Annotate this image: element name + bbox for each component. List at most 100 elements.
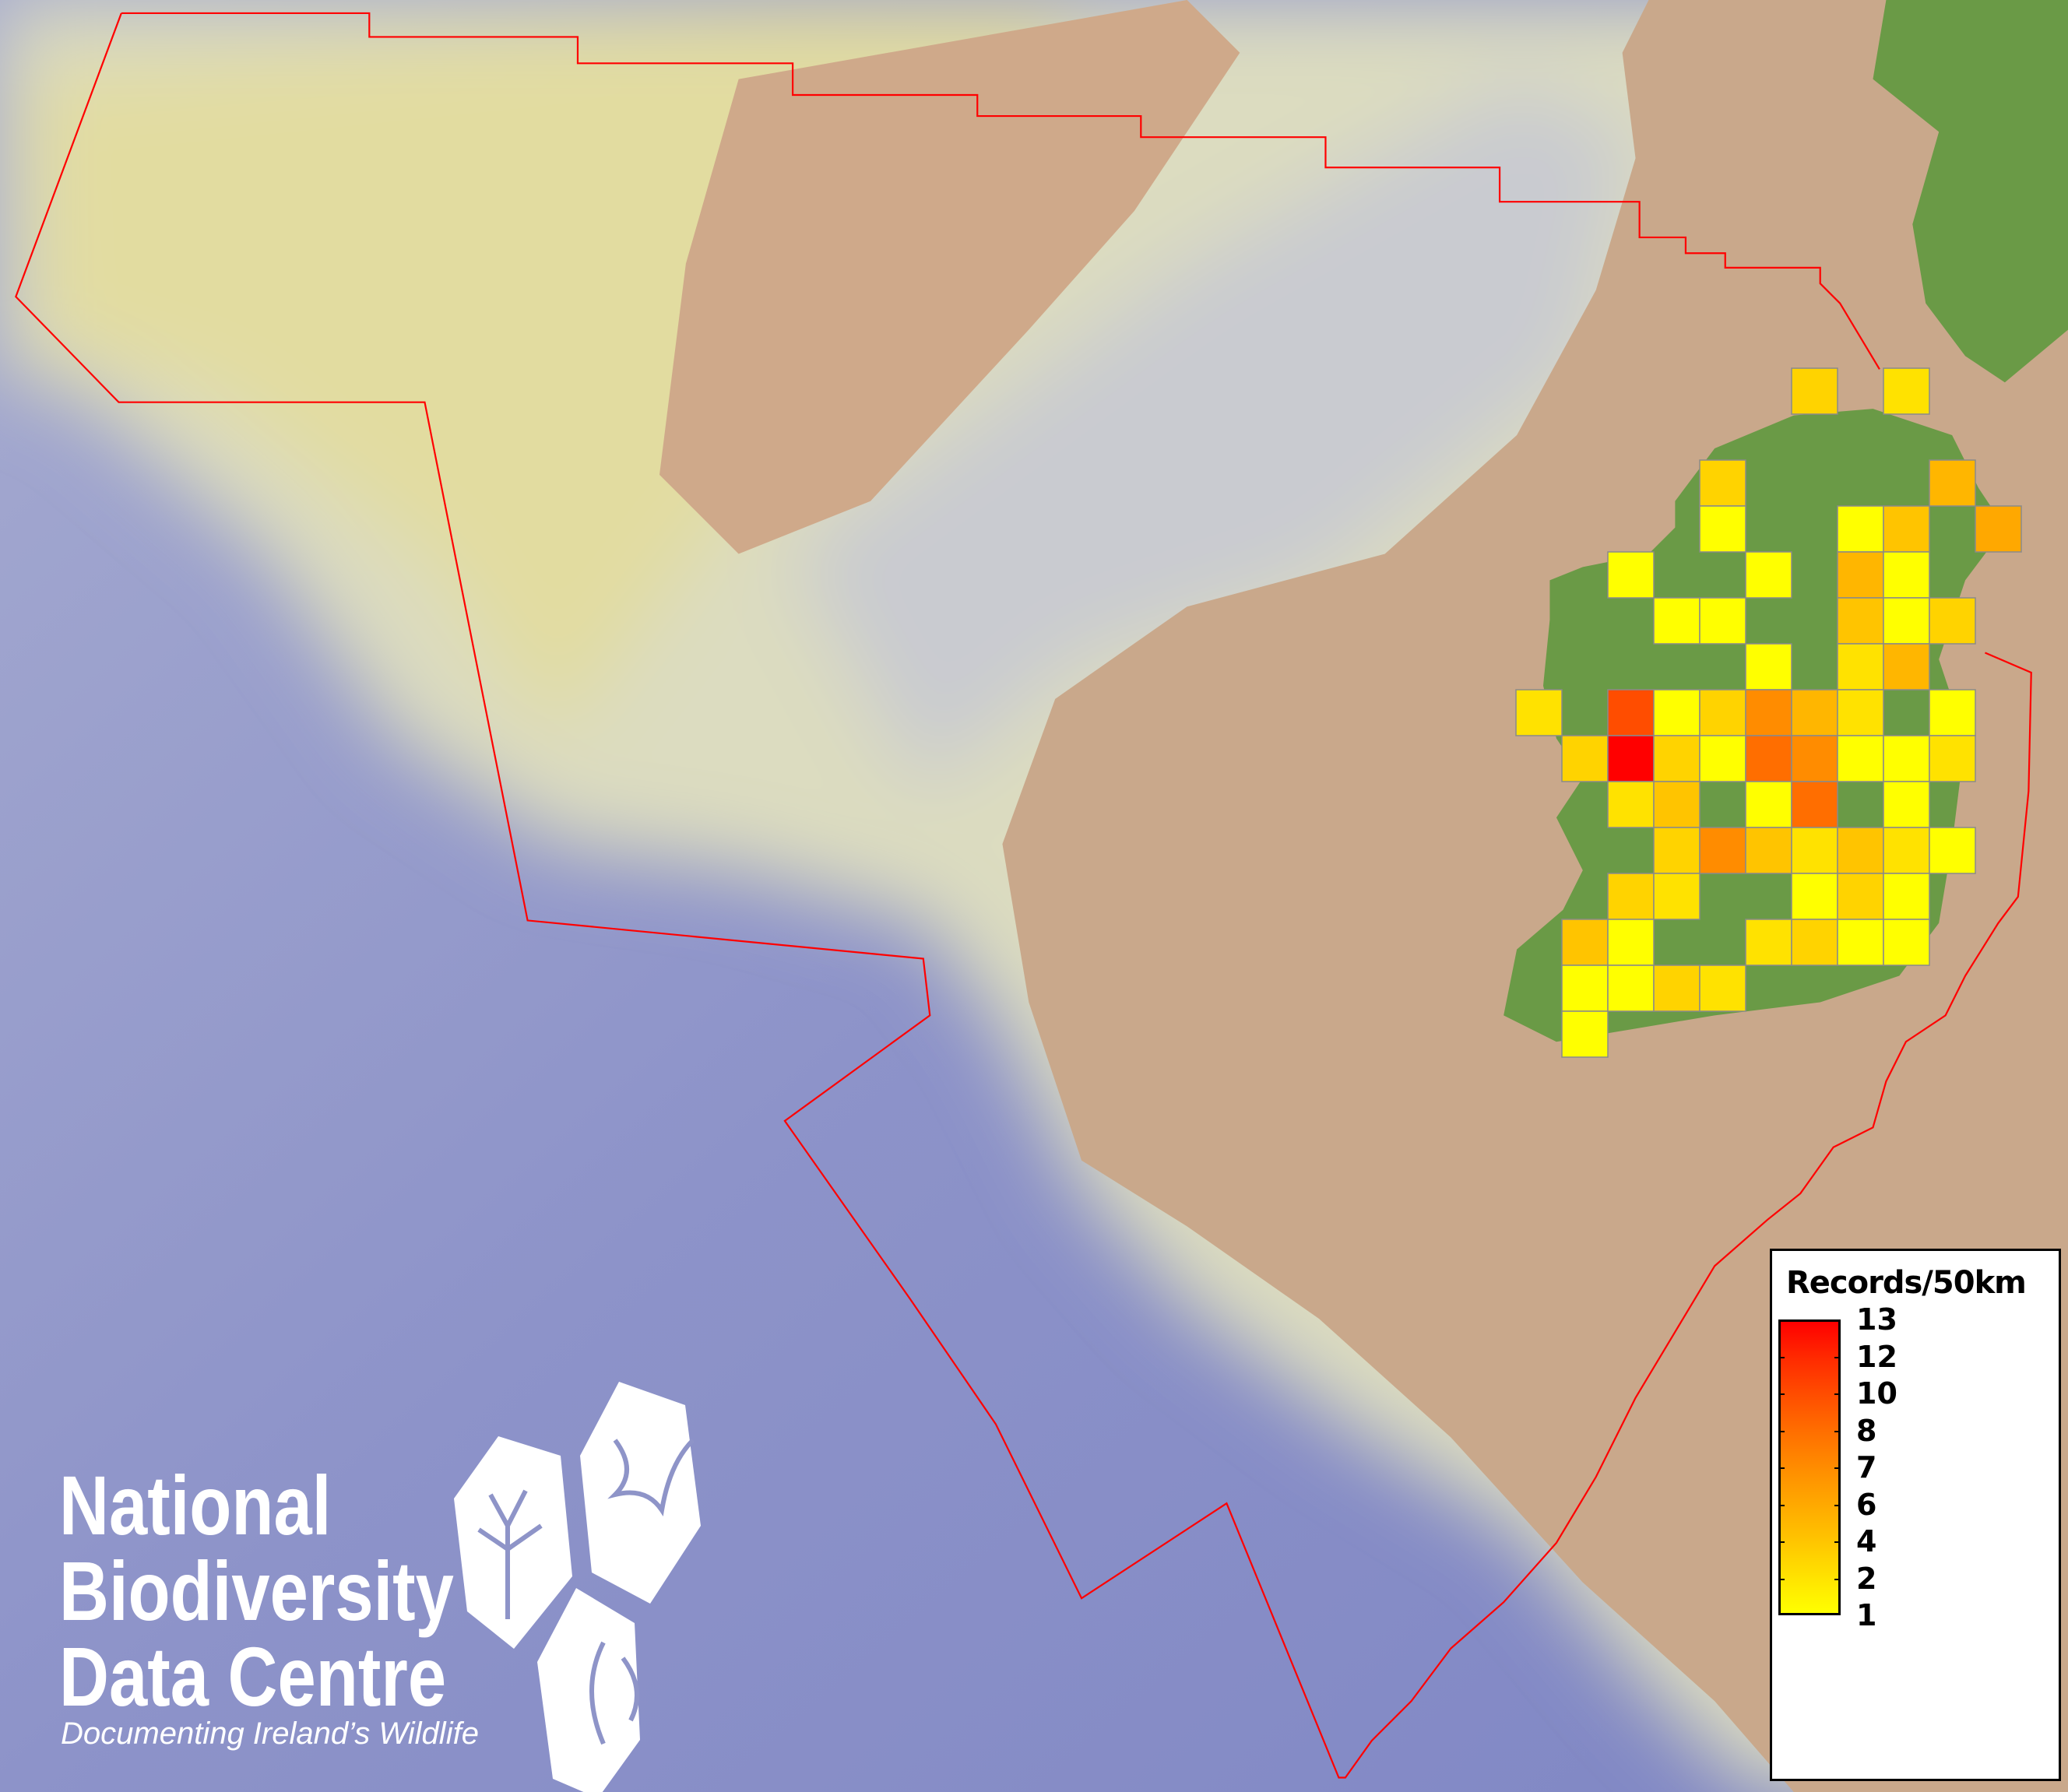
grid-cell (1929, 735, 1976, 782)
logo-tagline: Documenting Ireland’s Wildlife (61, 1716, 479, 1751)
legend-label: 2 (1856, 1561, 1877, 1596)
grid-cell (1745, 643, 1792, 690)
grid-cell (1607, 735, 1655, 782)
grid-cell (1653, 873, 1700, 920)
grid-cell (1837, 919, 1884, 966)
grid-cell (1699, 965, 1746, 1012)
grid-cell (1699, 505, 1746, 553)
grid-cell (1837, 551, 1884, 599)
legend-label: 7 (1856, 1450, 1877, 1485)
grid-cell (1607, 965, 1655, 1012)
grid-cell (1837, 735, 1884, 782)
grid-cell (1883, 873, 1930, 920)
grid-cell (1515, 689, 1563, 736)
legend-tick (1834, 1504, 1838, 1506)
logo-line-national: National (59, 1458, 332, 1552)
legend-tick (1834, 1430, 1838, 1432)
grid-cell (1883, 735, 1930, 782)
maritime-boundary (121, 12, 1880, 370)
grid-cell (1791, 735, 1838, 782)
grid-cell (1883, 781, 1930, 828)
grid-cell (1883, 551, 1930, 599)
legend-tick (1781, 1504, 1785, 1506)
legend-tick (1781, 1541, 1785, 1543)
grid-cell (1745, 735, 1792, 782)
grid-cell (1791, 689, 1838, 736)
scotland-land (1873, 0, 2068, 383)
grid-cell (1791, 919, 1838, 966)
grid-cell (1745, 781, 1792, 828)
legend-title: Records/50km (1786, 1265, 2027, 1301)
grid-cell (1883, 827, 1930, 874)
grid-cell (1653, 965, 1700, 1012)
grid-cell (1699, 735, 1746, 782)
grid-cell (1837, 873, 1884, 920)
grid-cell (1837, 505, 1884, 553)
legend-tick (1834, 1356, 1838, 1358)
shelf-grey (791, 79, 1636, 792)
legend-label: 6 (1856, 1487, 1877, 1522)
grid-cell (1975, 505, 2022, 553)
grid-cell (1699, 827, 1746, 874)
grid-cells (1515, 367, 2022, 1058)
grid-cell (1837, 827, 1884, 874)
maritime-boundary-south (15, 12, 2032, 1779)
legend-label: 13 (1856, 1302, 1897, 1337)
legend: Records/50km 13 12 10 8 7 6 4 2 1 (1770, 1249, 2061, 1781)
grid-cell (1883, 597, 1930, 645)
legend-tick (1781, 1356, 1785, 1358)
legend-label: 12 (1856, 1339, 1897, 1374)
grid-cell (1745, 827, 1792, 874)
legend-tick (1781, 1467, 1785, 1469)
legend-tick (1834, 1541, 1838, 1543)
logo-line-data-centre: Data Centre (59, 1629, 447, 1723)
grid-cell (1653, 735, 1700, 782)
grid-cell (1745, 919, 1792, 966)
grid-cell (1561, 735, 1609, 782)
grid-cell (1699, 597, 1746, 645)
legend-tick (1781, 1393, 1785, 1395)
legend-tick (1781, 1578, 1785, 1580)
grid-cell (1561, 965, 1609, 1012)
grid-cell (1929, 597, 1976, 645)
grid-cell (1883, 367, 1930, 415)
grid-cell (1699, 459, 1746, 507)
logo-line-biodiversity: Biodiversity (59, 1544, 454, 1638)
grid-cell (1561, 1010, 1609, 1058)
grid-cell (1699, 689, 1746, 736)
grid-cell (1745, 689, 1792, 736)
legend-tick (1834, 1393, 1838, 1395)
logo-icons (454, 1382, 701, 1792)
grid-cell (1837, 643, 1884, 690)
legend-colorbar (1778, 1319, 1841, 1615)
grid-cell (1607, 919, 1655, 966)
grid-cell (1791, 781, 1838, 828)
grid-cell (1791, 827, 1838, 874)
grid-cell (1561, 919, 1609, 966)
land-upper (659, 0, 1240, 554)
grid-cell (1791, 873, 1838, 920)
grid-cell (1607, 689, 1655, 736)
grid-cell (1653, 827, 1700, 874)
grid-cell (1607, 551, 1655, 599)
legend-label: 1 (1856, 1598, 1877, 1632)
grid-cell (1607, 781, 1655, 828)
grid-cell (1745, 551, 1792, 599)
grid-cell (1653, 781, 1700, 828)
grid-cell (1791, 367, 1838, 415)
grid-cell (1653, 597, 1700, 645)
grid-cell (1883, 505, 1930, 553)
legend-label: 10 (1856, 1376, 1897, 1411)
legend-tick (1834, 1578, 1838, 1580)
grid-cell (1653, 689, 1700, 736)
grid-cell (1883, 643, 1930, 690)
legend-tick (1781, 1430, 1785, 1432)
grid-cell (1929, 459, 1976, 507)
grid-cell (1929, 827, 1976, 874)
legend-tick (1834, 1467, 1838, 1469)
legend-label: 8 (1856, 1413, 1877, 1448)
grid-cell (1837, 597, 1884, 645)
grid-cell (1883, 919, 1930, 966)
grid-cell (1929, 689, 1976, 736)
